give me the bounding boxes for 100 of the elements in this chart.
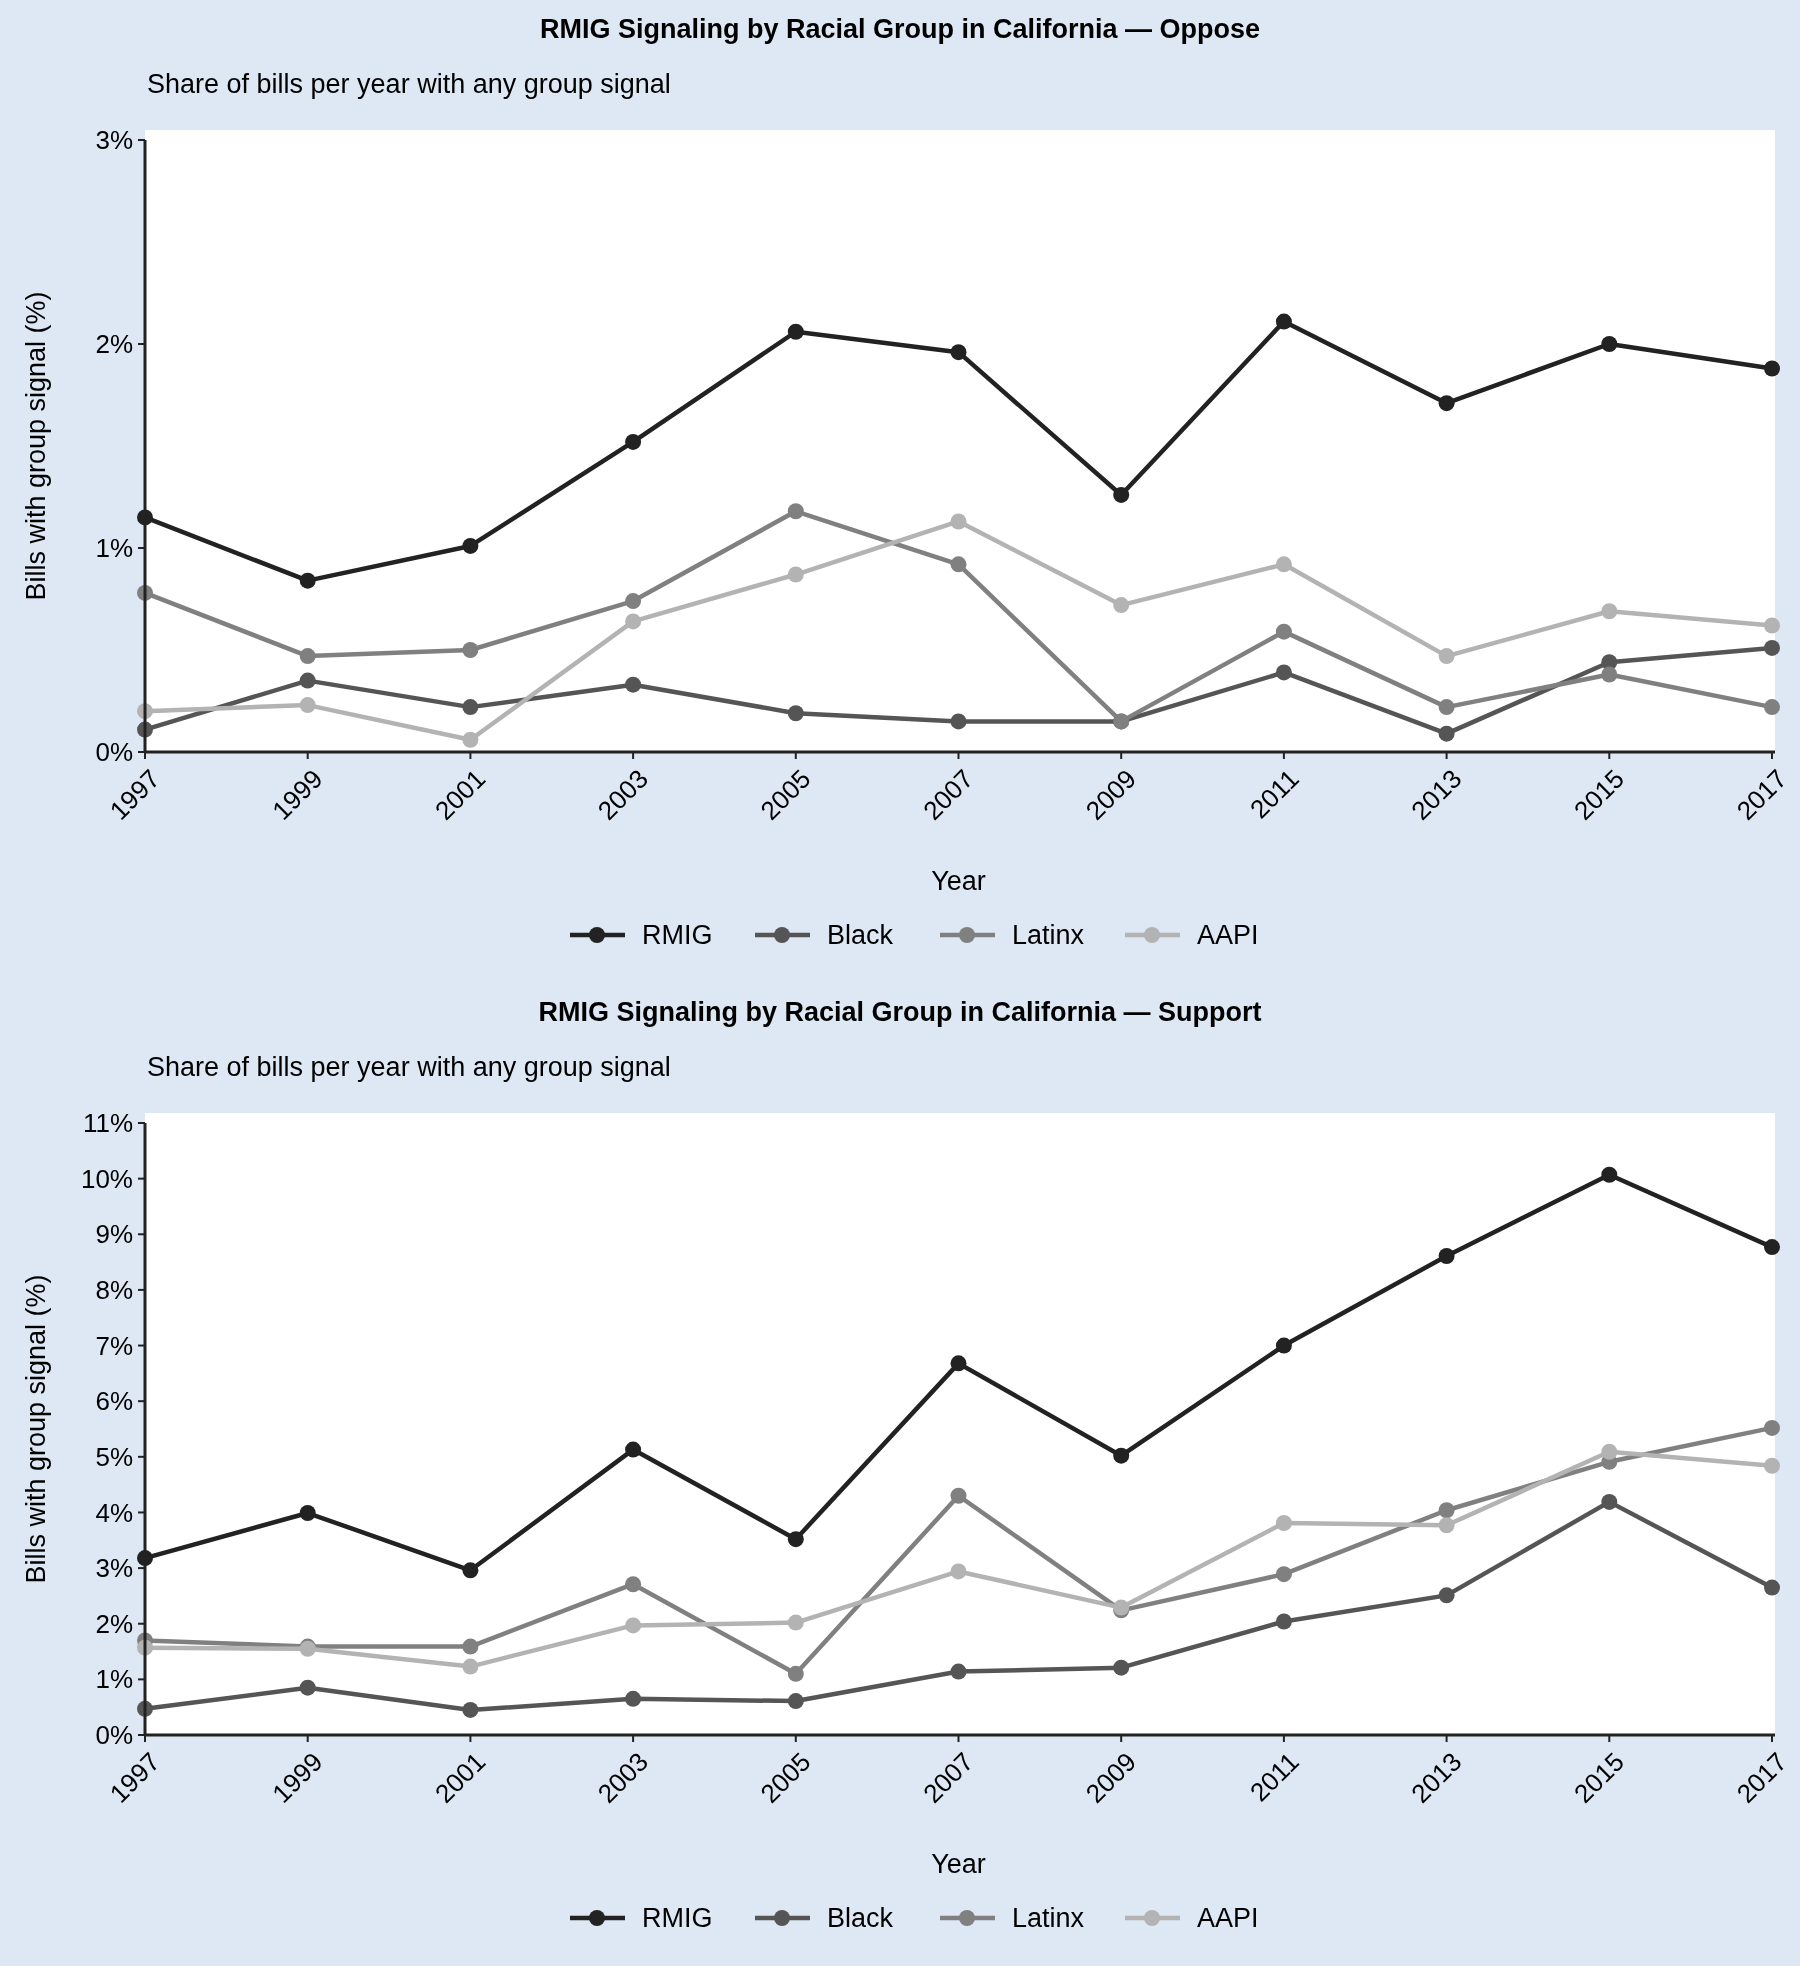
point [950, 556, 967, 573]
point [787, 1531, 804, 1548]
point [299, 648, 316, 665]
legend-label: AAPI [1197, 1903, 1259, 1934]
point [1275, 313, 1292, 330]
point [1764, 1457, 1780, 1474]
x-axis-title: Year [931, 1849, 986, 1879]
y-tick-label: 2% [95, 1608, 133, 1639]
point [625, 1690, 642, 1707]
point [787, 566, 804, 583]
point [1113, 1447, 1130, 1464]
y-tick-label: 6% [95, 1386, 133, 1417]
point [1764, 1419, 1780, 1436]
point [1438, 1517, 1455, 1534]
point [1764, 639, 1780, 656]
point [462, 731, 479, 748]
y-tick-label: 7% [95, 1330, 133, 1361]
point [1438, 648, 1455, 665]
point [299, 672, 316, 689]
y-tick-label: 0% [95, 1720, 133, 1751]
point [299, 572, 316, 589]
legend-label: Latinx [1012, 1903, 1085, 1934]
point [950, 513, 967, 530]
point [462, 699, 479, 716]
y-tick-label: 10% [80, 1163, 133, 1194]
chart-subtitle: Share of bills per year with any group signal [147, 1052, 671, 1082]
point [950, 344, 967, 361]
point [1275, 1613, 1292, 1630]
legend-label: Black [827, 1903, 894, 1934]
point [1764, 1579, 1780, 1596]
point [1438, 1502, 1455, 1519]
point [625, 433, 642, 450]
point [1438, 699, 1455, 716]
point [1764, 1239, 1780, 1256]
y-tick-label: 4% [95, 1497, 133, 1528]
point [1601, 1166, 1618, 1183]
point [625, 613, 642, 630]
y-tick-label: 1% [95, 533, 133, 564]
point [787, 1693, 804, 1710]
point [1601, 1443, 1618, 1460]
point [1113, 1659, 1130, 1676]
point [1275, 1337, 1292, 1354]
point [299, 1679, 316, 1696]
y-tick-label: 11% [82, 1108, 133, 1139]
point [462, 1638, 479, 1655]
point [950, 1563, 967, 1580]
point [1764, 617, 1780, 634]
y-tick-label: 9% [95, 1219, 133, 1250]
x-axis-title: Year [931, 866, 986, 896]
chart-subtitle: Share of bills per year with any group signal [147, 69, 671, 99]
point [787, 503, 804, 520]
y-tick-label: 1% [95, 1664, 133, 1695]
legend-label: Latinx [1012, 920, 1085, 951]
point [625, 1617, 642, 1634]
point [787, 705, 804, 722]
point [1275, 1515, 1292, 1532]
point [1275, 556, 1292, 573]
point [1275, 1566, 1292, 1583]
y-tick-label: 0% [95, 737, 133, 768]
point [1113, 486, 1130, 503]
point [625, 593, 642, 610]
legend-label: RMIG [642, 1903, 713, 1934]
point [1438, 395, 1455, 412]
legend-label: RMIG [642, 920, 713, 951]
chart-title: RMIG Signaling by Racial Group in California — Oppose [539, 14, 1261, 44]
y-tick-label: 2% [95, 329, 133, 360]
point [462, 1658, 479, 1675]
point [1764, 699, 1780, 716]
point [1438, 725, 1455, 742]
y-tick-label: 8% [95, 1275, 133, 1306]
point [625, 1441, 642, 1458]
y-tick-label: 5% [95, 1441, 133, 1472]
point [1601, 336, 1618, 352]
y-axis-title: Bills with group signal (%) [21, 1274, 51, 1584]
point [462, 1562, 479, 1579]
point [1601, 666, 1618, 683]
point [950, 713, 967, 730]
point [1438, 1247, 1455, 1264]
point [1601, 1493, 1618, 1510]
chart-title: RMIG Signaling by Racial Group in California — Support [538, 997, 1262, 1027]
y-tick-label: 3% [95, 125, 133, 156]
y-axis-title: Bills with group signal (%) [21, 291, 51, 601]
point [462, 1701, 479, 1718]
point [1438, 1587, 1455, 1604]
point [462, 642, 479, 658]
point [950, 1663, 967, 1680]
point [625, 676, 642, 693]
point [462, 537, 479, 554]
legend-label: AAPI [1197, 920, 1259, 951]
point [1113, 597, 1130, 614]
point [299, 1505, 316, 1522]
point [1601, 603, 1618, 620]
point [950, 1487, 967, 1504]
point [1275, 664, 1292, 681]
y-tick-label: 3% [95, 1553, 133, 1584]
point [787, 1665, 804, 1682]
legend-label: Black [827, 920, 894, 951]
point [787, 1614, 804, 1631]
point [299, 697, 316, 714]
point [1275, 623, 1292, 640]
